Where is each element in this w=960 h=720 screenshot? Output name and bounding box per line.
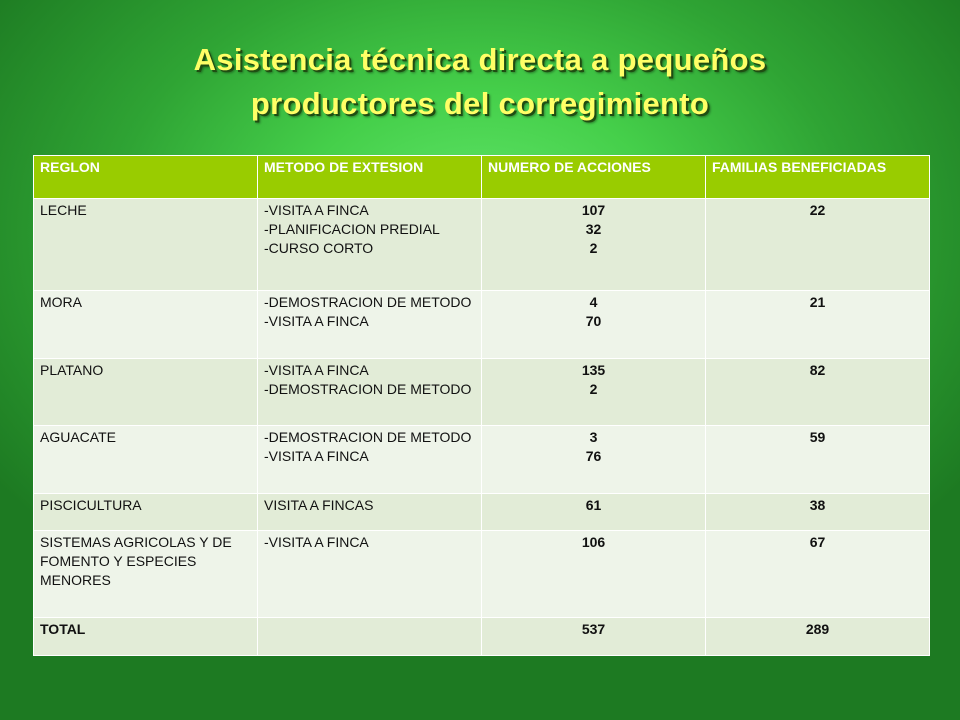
- metodo-line: -VISITA A FINCA: [264, 202, 369, 218]
- acciones-cell: 106: [481, 530, 706, 618]
- slide-title-line-1: Asistencia técnica directa a pequeños: [193, 42, 767, 77]
- familias-cell: 38: [705, 493, 930, 531]
- reglon-cell: PLATANO: [33, 358, 258, 426]
- reglon-cell: PISCICULTURA: [33, 493, 258, 531]
- reglon-name: SISTEMAS AGRICOLAS Y DE FOMENTO Y ESPECI…: [40, 534, 232, 588]
- metodo-line: -VISITA A FINCA: [264, 534, 369, 550]
- metodo-line: VISITA A FINCAS: [264, 497, 374, 513]
- header-familias: FAMILIAS BENEFICIADAS: [705, 155, 930, 199]
- reglon-name: AGUACATE: [40, 429, 116, 445]
- total-label: TOTAL: [33, 617, 258, 656]
- reglon-cell: MORA: [33, 290, 258, 359]
- metodo-line: -DEMOSTRACION DE METODO: [264, 429, 472, 445]
- acciones-value: 2: [589, 240, 598, 256]
- table-row: MORA -DEMOSTRACION DE METODO -VISITA A F…: [33, 290, 930, 359]
- metodo-line: -DEMOSTRACION DE METODO: [264, 294, 472, 310]
- header-acciones: NUMERO DE ACCIONES: [481, 155, 706, 199]
- acciones-cell: 3 76: [481, 425, 706, 494]
- familias-cell: 67: [705, 530, 930, 618]
- table-row: LECHE -VISITA A FINCA -PLANIFICACION PRE…: [33, 198, 930, 291]
- header-metodo: METODO DE EXTESION: [257, 155, 482, 199]
- table-row: PLATANO -VISITA A FINCA -DEMOSTRACION DE…: [33, 358, 930, 426]
- reglon-name: PISCICULTURA: [40, 497, 142, 513]
- assistance-table: REGLON METODO DE EXTESION NUMERO DE ACCI…: [33, 155, 930, 656]
- reglon-name: MORA: [40, 294, 82, 310]
- metodo-line: -PLANIFICACION PREDIAL: [264, 221, 440, 237]
- total-acciones: 537: [481, 617, 706, 656]
- reglon-cell: AGUACATE: [33, 425, 258, 494]
- total-familias: 289: [705, 617, 930, 656]
- header-reglon: REGLON: [33, 155, 258, 199]
- table-row: SISTEMAS AGRICOLAS Y DE FOMENTO Y ESPECI…: [33, 530, 930, 618]
- acciones-value: 4: [589, 294, 598, 310]
- acciones-value: 106: [581, 534, 606, 550]
- acciones-cell: 4 70: [481, 290, 706, 359]
- acciones-cell: 135 2: [481, 358, 706, 426]
- header-row: REGLON METODO DE EXTESION NUMERO DE ACCI…: [33, 155, 930, 199]
- reglon-cell: LECHE: [33, 198, 258, 291]
- acciones-value: 61: [585, 497, 602, 513]
- acciones-value: 3: [589, 429, 598, 445]
- metodo-line: -DEMOSTRACION DE METODO: [264, 381, 472, 397]
- total-metodo-cell: [257, 617, 482, 656]
- table-row: AGUACATE -DEMOSTRACION DE METODO -VISITA…: [33, 425, 930, 494]
- acciones-value: 32: [585, 221, 602, 237]
- metodo-cell: -DEMOSTRACION DE METODO -VISITA A FINCA: [257, 425, 482, 494]
- familias-cell: 22: [705, 198, 930, 291]
- table-header: REGLON METODO DE EXTESION NUMERO DE ACCI…: [33, 155, 930, 199]
- acciones-cell: 107 32 2: [481, 198, 706, 291]
- metodo-cell: -VISITA A FINCA -DEMOSTRACION DE METODO: [257, 358, 482, 426]
- metodo-cell: -DEMOSTRACION DE METODO -VISITA A FINCA: [257, 290, 482, 359]
- metodo-line: -VISITA A FINCA: [264, 362, 369, 378]
- metodo-line: -CURSO CORTO: [264, 240, 374, 256]
- metodo-cell: -VISITA A FINCA: [257, 530, 482, 618]
- reglon-name: PLATANO: [40, 362, 104, 378]
- metodo-cell: VISITA A FINCAS: [257, 493, 482, 531]
- slide-title: Asistencia técnica directa a pequeños pr…: [120, 38, 840, 126]
- acciones-value: 70: [585, 313, 602, 329]
- metodo-line: -VISITA A FINCA: [264, 313, 369, 329]
- acciones-value: 76: [585, 448, 602, 464]
- familias-cell: 82: [705, 358, 930, 426]
- total-row: TOTAL 537 289: [33, 617, 930, 656]
- metodo-line: -VISITA A FINCA: [264, 448, 369, 464]
- slide-title-line-2: productores del corregimiento: [250, 86, 710, 121]
- acciones-value: 2: [589, 381, 598, 397]
- table-row: PISCICULTURA VISITA A FINCAS 61 38: [33, 493, 930, 531]
- familias-cell: 59: [705, 425, 930, 494]
- metodo-cell: -VISITA A FINCA -PLANIFICACION PREDIAL -…: [257, 198, 482, 291]
- reglon-cell: SISTEMAS AGRICOLAS Y DE FOMENTO Y ESPECI…: [33, 530, 258, 618]
- acciones-value: 107: [581, 202, 606, 218]
- acciones-cell: 61: [481, 493, 706, 531]
- reglon-name: LECHE: [40, 202, 87, 218]
- familias-cell: 21: [705, 290, 930, 359]
- table-body: LECHE -VISITA A FINCA -PLANIFICACION PRE…: [33, 198, 930, 656]
- acciones-value: 135: [581, 362, 606, 378]
